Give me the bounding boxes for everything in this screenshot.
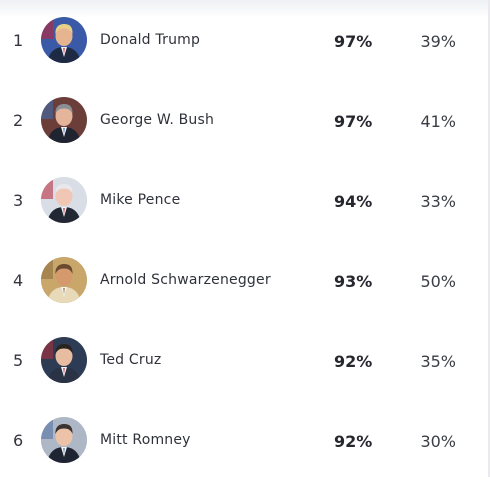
popularity-percent: 41% xyxy=(420,112,456,131)
rank-number: 4 xyxy=(13,271,24,290)
fame-percent: 97% xyxy=(334,112,373,131)
avatar[interactable] xyxy=(41,257,87,303)
fame-percent: 94% xyxy=(334,192,373,211)
ted-cruz-avatar xyxy=(41,337,87,383)
top-shadow xyxy=(0,0,490,18)
fame-percent: 93% xyxy=(334,272,373,291)
rank-number: 3 xyxy=(13,191,24,210)
list-item[interactable]: 3 Mike Pence 94% 33% xyxy=(0,160,488,240)
avatar[interactable] xyxy=(41,337,87,383)
rank-number: 6 xyxy=(13,431,24,450)
popularity-percent: 39% xyxy=(420,32,456,51)
list-item[interactable]: 1 Donald Trump 97% 39% xyxy=(0,0,488,80)
avatar[interactable] xyxy=(41,417,87,463)
arnold-schwarzenegger-avatar xyxy=(41,257,87,303)
person-name[interactable]: George W. Bush xyxy=(100,112,215,128)
person-name[interactable]: Mitt Romney xyxy=(100,432,191,448)
avatar[interactable] xyxy=(41,177,87,223)
person-name[interactable]: Arnold Schwarzenegger xyxy=(100,272,271,288)
donald-trump-avatar xyxy=(41,17,87,63)
person-name[interactable]: Donald Trump xyxy=(100,32,201,48)
rank-number: 2 xyxy=(13,111,24,130)
person-name[interactable]: Ted Cruz xyxy=(100,352,162,368)
fame-percent: 92% xyxy=(334,432,373,451)
avatar[interactable] xyxy=(41,97,87,143)
list-item[interactable]: 2 George W. Bush 97% 41% xyxy=(0,80,488,160)
person-name[interactable]: Mike Pence xyxy=(100,192,181,208)
fame-percent: 92% xyxy=(334,352,373,371)
rank-number: 5 xyxy=(13,351,24,370)
popularity-percent: 50% xyxy=(420,272,456,291)
george-w-bush-avatar xyxy=(41,97,87,143)
rank-number: 1 xyxy=(13,31,24,50)
avatar[interactable] xyxy=(41,17,87,63)
popularity-percent: 30% xyxy=(420,432,456,451)
list-item[interactable]: 6 Mitt Romney 92% 30% xyxy=(0,400,488,480)
fame-percent: 97% xyxy=(334,32,373,51)
list-item[interactable]: 5 Ted Cruz 92% 35% xyxy=(0,320,488,400)
list-item[interactable]: 4 Arnold Schwarzenegger 93% 50% xyxy=(0,240,488,320)
popularity-percent: 33% xyxy=(420,192,456,211)
mitt-romney-avatar xyxy=(41,417,87,463)
scrollbar-track[interactable] xyxy=(488,0,490,477)
popularity-percent: 35% xyxy=(420,352,456,371)
mike-pence-avatar xyxy=(41,177,87,223)
